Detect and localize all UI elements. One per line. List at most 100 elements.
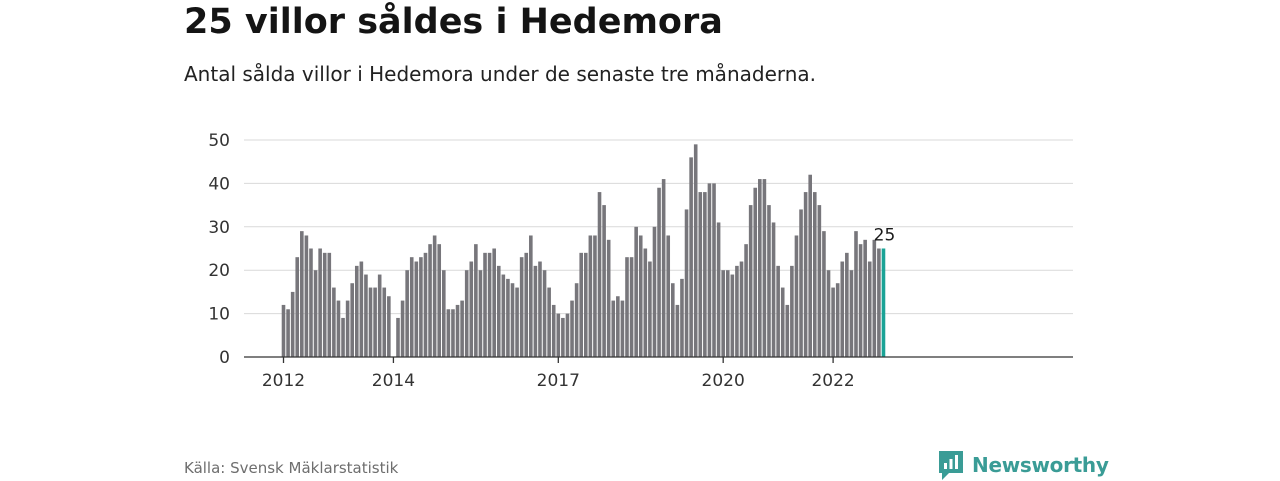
bar [652,226,657,357]
bar [625,257,629,357]
bar [336,300,341,357]
bar [735,265,739,357]
bar [529,235,533,357]
bar [808,174,812,357]
bar [515,287,519,357]
bar [606,239,611,357]
bar [451,309,455,357]
bar [341,317,345,357]
bar [409,257,414,357]
bar [519,257,524,357]
bar [597,192,602,357]
bar [762,179,767,357]
bar [684,209,689,357]
bar [826,270,831,357]
bar [675,304,680,357]
page-subtitle: Antal sålda villor i Hedemora under de s… [184,62,817,86]
bar [643,248,648,357]
bar [474,244,478,357]
y-tick-label: 30 [208,218,230,238]
bar [290,291,295,357]
bar [602,205,606,357]
bar [492,248,496,357]
bar [423,252,428,357]
bar [419,257,423,357]
bar [845,252,849,357]
bar [359,261,364,357]
y-tick-label: 50 [208,131,230,151]
bar [611,300,616,357]
highlight-bar [881,248,886,357]
bar [840,261,845,357]
bar [382,287,387,357]
bar [570,300,574,357]
bar [432,235,437,357]
bar [533,265,538,357]
bar [620,300,625,357]
bar [707,183,712,357]
bar [579,252,583,357]
bar [565,313,570,357]
bar [538,261,542,357]
bar [799,209,803,357]
bar [304,235,309,357]
bar [858,244,863,357]
bar [716,222,721,357]
x-tick-label: 2020 [702,371,745,391]
bar [400,300,405,357]
bar [790,265,794,357]
bar [822,231,826,357]
bar [368,287,373,357]
bar [446,309,451,357]
y-tick-label: 10 [208,305,230,325]
bar [877,248,881,357]
bar [835,283,840,357]
bar [281,304,286,357]
bar [698,192,703,357]
bar [574,283,579,357]
bar [561,317,565,357]
bar [588,235,593,357]
bar [831,287,835,357]
bar [812,192,817,357]
bar [744,244,748,357]
bar [593,235,597,357]
bar [506,278,510,357]
brand-logo[interactable]: Newsworthy [937,449,1109,481]
bar [817,205,822,357]
bar [551,304,556,357]
bar [286,309,290,357]
bar [794,235,799,357]
bar [661,179,666,357]
bar [629,257,634,357]
bar [300,231,304,357]
bar [803,192,808,357]
bar [309,248,313,357]
bar [712,183,716,357]
bar [739,261,744,357]
bar [483,252,487,357]
bar [854,231,858,357]
bar [354,265,359,357]
x-tick-label: 2022 [811,371,854,391]
bar [689,157,693,357]
brand-name: Newsworthy [972,453,1109,477]
bar [634,226,638,357]
bar [464,270,469,357]
y-tick-label: 20 [208,261,230,281]
bar [313,270,318,357]
bar [776,265,780,357]
bar [414,261,419,357]
bar [767,205,771,357]
bar [364,274,368,357]
bar [350,283,354,357]
bar [867,261,872,357]
bar [638,235,643,357]
bar [460,300,464,357]
bar [437,244,442,357]
bar [455,304,460,357]
x-tick-label: 2012 [262,371,305,391]
bar [396,317,400,357]
x-tick-label: 2017 [537,371,580,391]
